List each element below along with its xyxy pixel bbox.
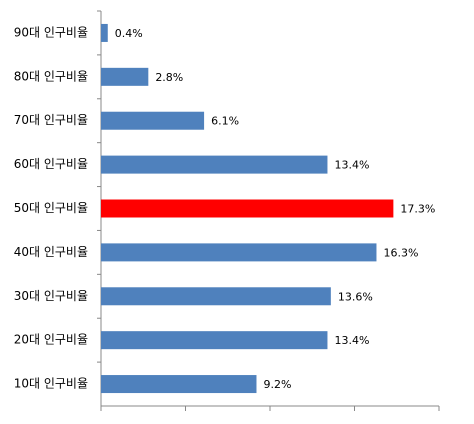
bar: [101, 243, 377, 262]
data-label: 0.4%: [115, 27, 143, 40]
bar: [101, 331, 328, 350]
y-tick-label: 10대 인구비율: [14, 377, 88, 391]
y-tick-label: 80대 인구비율: [14, 69, 88, 83]
data-label: 16.3%: [383, 246, 418, 259]
data-label: 13.4%: [334, 334, 369, 347]
data-label: 17.3%: [400, 203, 435, 216]
data-label: 13.6%: [338, 290, 373, 303]
y-tick-label: 90대 인구비율: [14, 25, 88, 39]
y-tick-label: 40대 인구비율: [14, 245, 88, 259]
bar: [101, 23, 108, 42]
y-tick-label: 60대 인구비율: [14, 157, 88, 171]
data-label: 13.4%: [334, 159, 369, 172]
y-tick-label: 70대 인구비율: [14, 113, 88, 127]
bar: [101, 67, 149, 86]
bar: [101, 111, 205, 130]
bar: [101, 287, 331, 306]
data-label: 6.1%: [211, 115, 239, 128]
bar: [101, 199, 394, 218]
bar: [101, 155, 328, 174]
data-label: 9.2%: [263, 378, 291, 391]
y-tick-label: 30대 인구비율: [14, 289, 88, 303]
bar: [101, 375, 257, 394]
y-tick-label: 50대 인구비율: [14, 201, 88, 215]
data-label: 2.8%: [155, 71, 183, 84]
y-tick-label: 20대 인구비율: [14, 333, 88, 347]
